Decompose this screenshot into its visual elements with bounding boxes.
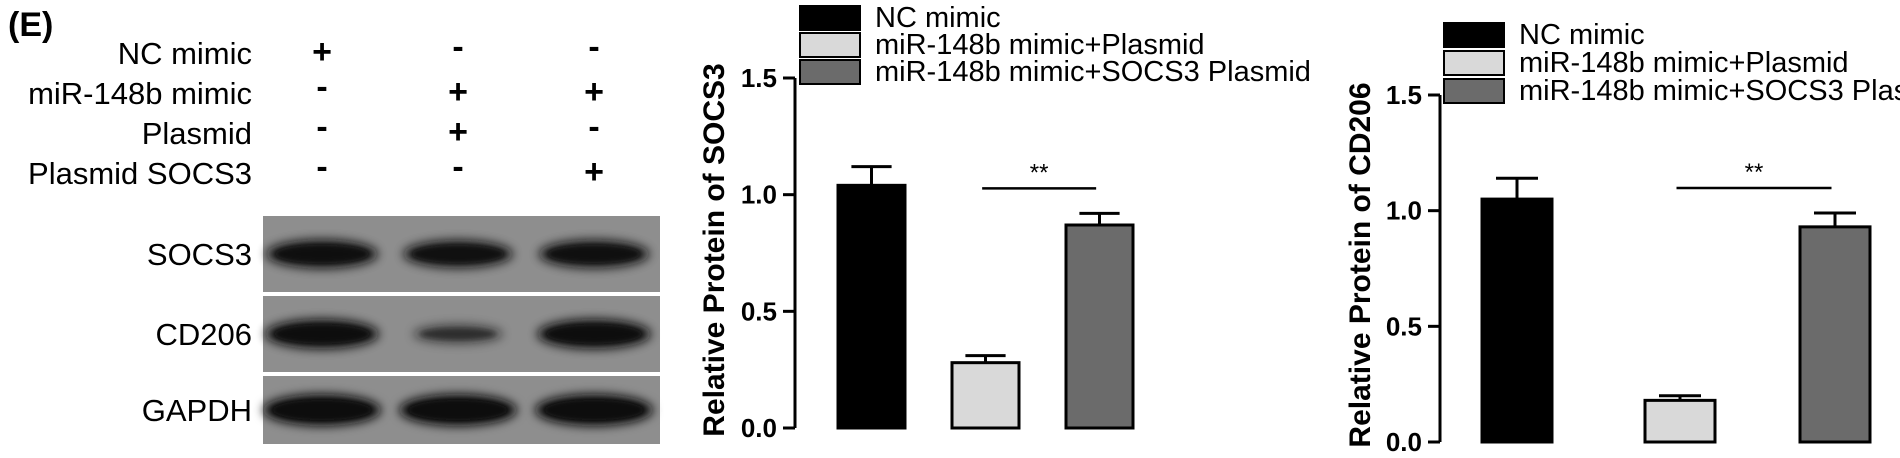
blot-band-core bbox=[420, 327, 496, 341]
y-tick-label: 0.5 bbox=[741, 296, 777, 326]
y-tick-label: 0.0 bbox=[741, 413, 777, 443]
y-tick-label: 1.5 bbox=[1386, 80, 1422, 110]
blot-band-core bbox=[408, 400, 508, 420]
significance-label: ** bbox=[1030, 159, 1049, 186]
bar bbox=[836, 183, 907, 430]
blot-band-core bbox=[547, 245, 641, 263]
bar bbox=[1798, 225, 1872, 444]
condition-sign: - bbox=[452, 28, 463, 66]
y-tick-label: 1.5 bbox=[741, 63, 777, 93]
band-label: SOCS3 bbox=[147, 237, 252, 272]
bar bbox=[1643, 398, 1717, 444]
bar bbox=[950, 361, 1021, 430]
blot-band-core bbox=[272, 400, 372, 420]
y-tick-label: 0.0 bbox=[1386, 427, 1422, 453]
condition-sign: + bbox=[448, 113, 468, 151]
condition-sign: - bbox=[316, 108, 327, 146]
legend-entry: miR-148b mimic+Plasmid bbox=[875, 29, 1205, 61]
y-tick-label: 1.0 bbox=[741, 180, 777, 210]
condition-sign: + bbox=[584, 73, 604, 111]
legend-entry: miR-148b mimic+SOCS3 Plasmid bbox=[875, 56, 1311, 88]
condition-sign: - bbox=[452, 148, 463, 186]
condition-sign: + bbox=[448, 73, 468, 111]
legend-swatch bbox=[799, 32, 861, 58]
blot-band-core bbox=[544, 400, 644, 420]
legend-swatch bbox=[1443, 22, 1505, 48]
legend-swatch bbox=[1443, 50, 1505, 76]
legend-entry: miR-148b mimic+SOCS3 Plasmid bbox=[1519, 75, 1900, 107]
legend-entry: NC mimic bbox=[875, 2, 1001, 34]
blot-band-core bbox=[275, 244, 369, 264]
band-label: GAPDH bbox=[142, 393, 252, 428]
condition-sign: + bbox=[312, 33, 332, 71]
band-label: CD206 bbox=[156, 317, 253, 352]
blot-band-core bbox=[412, 245, 504, 263]
y-axis-label: Relative Protein of CD206 bbox=[1344, 82, 1377, 447]
legend-entry: miR-148b mimic+Plasmid bbox=[1519, 47, 1849, 79]
significance-label: ** bbox=[1745, 159, 1764, 186]
y-axis-label: Relative Protein of SOCS3 bbox=[698, 63, 731, 436]
condition-sign: - bbox=[316, 148, 327, 186]
legend-swatch bbox=[799, 59, 861, 85]
legend-swatch bbox=[799, 5, 861, 31]
y-tick-label: 1.0 bbox=[1386, 196, 1422, 226]
blot-band-core bbox=[274, 324, 370, 344]
legend-swatch bbox=[1443, 78, 1505, 104]
panel-label: (E) bbox=[8, 6, 53, 44]
condition-label: NC mimic bbox=[118, 36, 252, 71]
condition-label: miR-148b mimic bbox=[28, 76, 252, 111]
condition-label: Plasmid bbox=[142, 116, 252, 151]
bar bbox=[1064, 223, 1135, 430]
condition-sign: - bbox=[588, 28, 599, 66]
condition-sign: - bbox=[588, 108, 599, 146]
bar bbox=[1480, 197, 1554, 444]
condition-sign: - bbox=[316, 68, 327, 106]
condition-label: Plasmid SOCS3 bbox=[28, 156, 252, 191]
legend-entry: NC mimic bbox=[1519, 19, 1645, 51]
y-tick-label: 0.5 bbox=[1386, 311, 1422, 341]
blot-band-core bbox=[546, 324, 642, 344]
condition-sign: + bbox=[584, 153, 604, 191]
